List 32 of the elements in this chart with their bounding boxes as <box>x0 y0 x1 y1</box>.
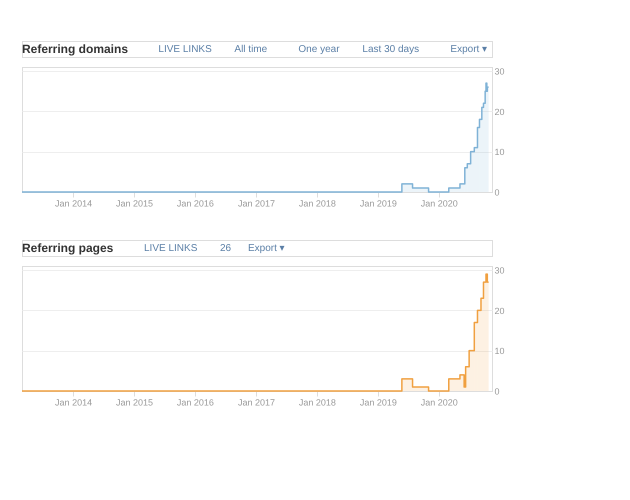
text: LIVE LINKS <box>158 44 212 55</box>
text: Export ▾ <box>248 243 285 254</box>
text: 26 <box>220 243 232 254</box>
y-tick-label: 0 <box>494 386 500 396</box>
text: Export ▾ <box>450 44 488 55</box>
y-tick-label: 30 <box>494 66 505 77</box>
chart-title: Referring domains <box>22 42 128 56</box>
x-tick-label: Jan 2019 <box>360 198 397 208</box>
text: All time <box>234 44 268 55</box>
y-tick-label: 0 <box>494 188 500 198</box>
y-tick-label: 30 <box>494 266 505 276</box>
x-tick-label: Jan 2020 <box>420 198 458 208</box>
x-tick-label: Jan 2017 <box>238 398 276 408</box>
x-tick-label: Jan 2016 <box>176 198 214 208</box>
x-tick-label: Jan 2019 <box>360 398 397 408</box>
y-tick-label: 10 <box>494 346 505 356</box>
x-tick-label: Jan 2017 <box>238 198 276 208</box>
text: Last 30 days <box>362 44 420 55</box>
x-tick-label: Jan 2016 <box>176 398 214 408</box>
x-tick-label: Jan 2020 <box>420 398 458 408</box>
y-tick-label: 20 <box>494 106 505 117</box>
x-tick-label: Jan 2018 <box>298 198 336 208</box>
text: LIVE LINKS <box>144 243 198 254</box>
y-tick-label: 20 <box>494 306 505 316</box>
x-tick-label: Jan 2014 <box>55 198 92 208</box>
y-tick-label: 10 <box>494 147 505 158</box>
x-tick-label: Jan 2015 <box>116 198 154 208</box>
x-tick-label: Jan 2018 <box>298 398 336 408</box>
x-tick-label: Jan 2015 <box>116 398 154 408</box>
x-tick-label: Jan 2014 <box>55 398 92 408</box>
chart-title: Referring pages <box>22 241 114 255</box>
text: One year <box>298 44 340 55</box>
